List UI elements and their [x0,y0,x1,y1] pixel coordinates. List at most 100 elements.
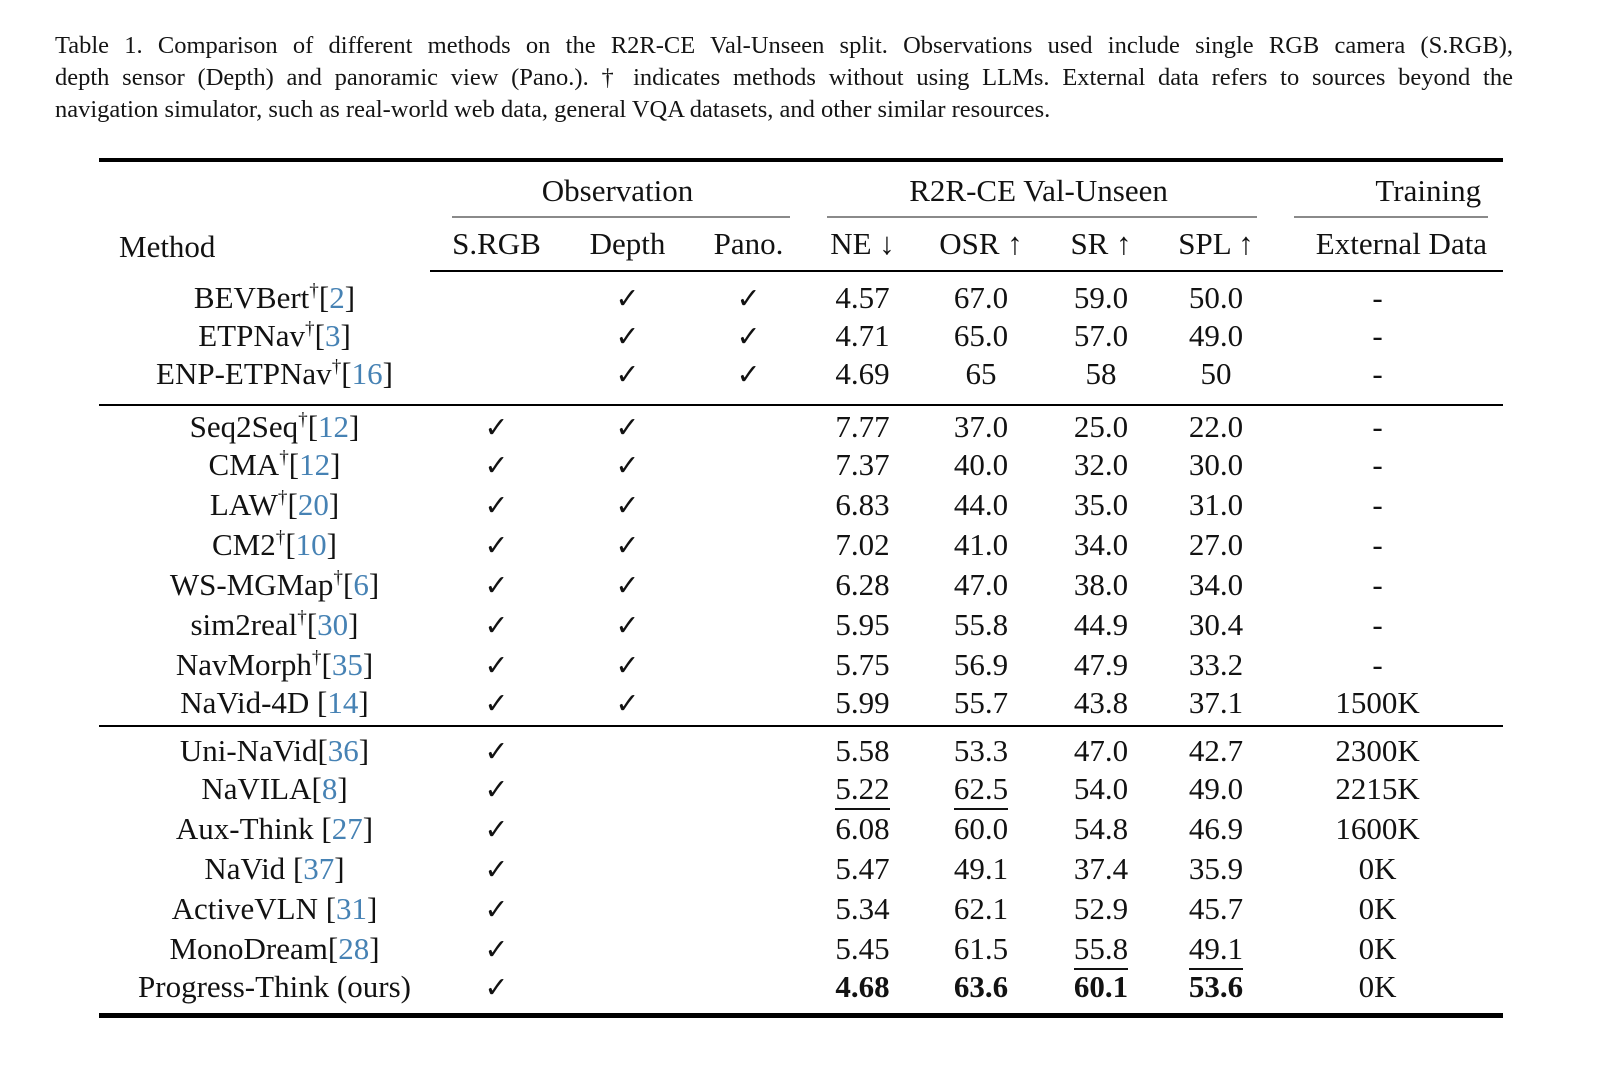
caption-line: Table 1. Comparison of different methods… [55,32,1513,59]
metric-sr: 57.0 [1042,316,1160,356]
method-name: ENP-ETPNav [156,356,332,391]
depth-check-cell: ✓ [563,356,692,405]
metric-ne: 7.77 [805,404,921,445]
method-name-cell: Aux-Think [27] [99,809,430,849]
metric-value: 25.0 [1073,408,1129,444]
metric-spl: 30.0 [1160,445,1272,485]
pano-check-cell [692,889,805,929]
metric-spl: 49.1 [1160,929,1272,970]
method-group-llm-srgb: Uni-NaVid[36] ✓ 5.58 53.3 47.0 42.7 2300K NaVIL… [99,725,1504,1016]
checkmark-icon: ✓ [484,571,509,602]
metric-sr: 37.4 [1042,849,1160,889]
citation-link[interactable]: 28 [338,931,370,966]
depth-check-cell: ✓ [563,316,692,356]
checkmark-icon: ✓ [615,689,640,720]
metric-sr: 58 [1042,356,1160,405]
srgb-check-cell: ✓ [430,445,563,485]
checkmark-icon: ✓ [736,284,761,315]
citation-link[interactable]: 36 [327,733,359,768]
metric-ne: 7.37 [805,445,920,485]
citation-link[interactable]: 6 [353,567,369,602]
metric-sr: 47.0 [1042,725,1161,769]
metric-value: 46.9 [1188,811,1244,846]
citation-link[interactable]: 16 [351,356,383,391]
group-label-r2rce-val-unseen: R2R-CE Val-Unseen [909,173,1168,208]
external-data-cell: 1600K [1335,811,1420,846]
metric-spl: 35.9 [1160,849,1272,889]
metric-spl: 22.0 [1160,404,1273,445]
method-name: LAW [209,487,278,522]
metric-value: 61.5 [953,931,1009,966]
citation-link[interactable]: 8 [321,771,338,806]
metric-spl: 34.0 [1160,565,1272,605]
srgb-check-cell: ✓ [430,809,563,849]
citation-link[interactable]: 14 [327,685,359,720]
method-name-cell: MonoDream[28] [99,929,430,969]
metric-value: 45.7 [1188,891,1244,926]
srgb-check-cell: ✓ [430,565,563,605]
metric-osr: 62.1 [920,889,1042,929]
metric-sr: 55.8 [1042,929,1160,970]
table-row: NaVid [37] ✓ 5.47 49.1 37.4 35.9 0K [99,849,1503,889]
metric-value: 6.28 [835,567,890,602]
metric-value: 42.7 [1188,733,1244,768]
metric-ne: 6.28 [805,565,920,605]
method-name: Progress-Think (ours) [138,969,411,1004]
checkmark-icon: ✓ [484,491,509,522]
citation-link[interactable]: 31 [336,891,368,926]
checkmark-icon: ✓ [615,531,640,562]
external-data-cell: - [1372,447,1383,482]
metric-value: 30.4 [1188,607,1244,642]
method-name-cell: ETPNav†[3] [99,316,430,356]
metric-value: 37.0 [953,408,1009,444]
metric-value: 62.1 [953,891,1009,926]
citation-bracket: [ [341,356,352,391]
depth-check-cell: ✓ [563,645,692,685]
method-name-cell: Progress-Think (ours) [99,969,430,1016]
method-name: BEVBert [193,279,310,315]
pano-check-cell: ✓ [692,356,805,405]
citation-link[interactable]: 20 [297,487,329,522]
citation-link[interactable]: 12 [318,408,350,444]
metric-osr: 60.0 [920,809,1042,849]
external-data-cell: 0K [1358,851,1397,886]
external-data-cell: 1500K [1335,685,1420,720]
srgb-check-cell: ✓ [430,485,563,525]
metric-value: 47.0 [1073,733,1129,768]
metric-sr: 60.1 [1042,969,1160,1016]
observation-underline-rule [452,216,791,218]
dagger-mark: † [331,356,342,378]
citation-bracket: ] [344,279,356,315]
citation-link[interactable]: 35 [331,647,363,682]
citation-link[interactable]: 2 [329,279,345,315]
citation-link[interactable]: 30 [317,607,349,642]
citation-bracket: ] [349,408,360,444]
citation-link[interactable]: 12 [299,447,331,482]
citation-link[interactable]: 27 [331,811,363,846]
method-group-no-llm-srgb-depth: Seq2Seq†[12] ✓ ✓ 7.77 37.0 25.0 22.0- CMA†[12] ✓… [99,404,1504,726]
column-header-osr-up-arrow: OSR ↑ [920,218,1043,272]
metric-value: 56.9 [953,647,1009,682]
srgb-check-cell [430,271,563,316]
depth-check-cell [563,929,692,969]
metric-value: 37.1 [1188,685,1244,720]
metric-sr: 52.9 [1042,889,1160,929]
citation-link[interactable]: 3 [324,318,341,353]
method-name: NavMorph [175,647,312,682]
metric-spl: 37.1 [1160,685,1272,726]
citation-link[interactable]: 10 [295,527,327,562]
external-data-cell: 2215K [1335,771,1420,806]
metric-ne: 5.58 [805,725,921,769]
pano-check-cell: ✓ [692,271,805,316]
pano-check-cell [692,525,805,565]
checkmark-icon: ✓ [484,451,509,482]
method-name: Uni-NaVid [179,733,318,768]
metric-osr: 47.0 [920,565,1042,605]
group-header-row: Method Observation R2R-CE Val-Unseen Tra… [99,160,1503,264]
metric-osr: 41.0 [920,525,1042,565]
citation-link[interactable]: 37 [303,851,335,886]
group-label-training: Training [1375,173,1482,208]
column-header-ne-down-arrow: NE ↓ [805,218,921,272]
citation-bracket: ] [369,931,380,966]
depth-check-cell [563,849,692,889]
